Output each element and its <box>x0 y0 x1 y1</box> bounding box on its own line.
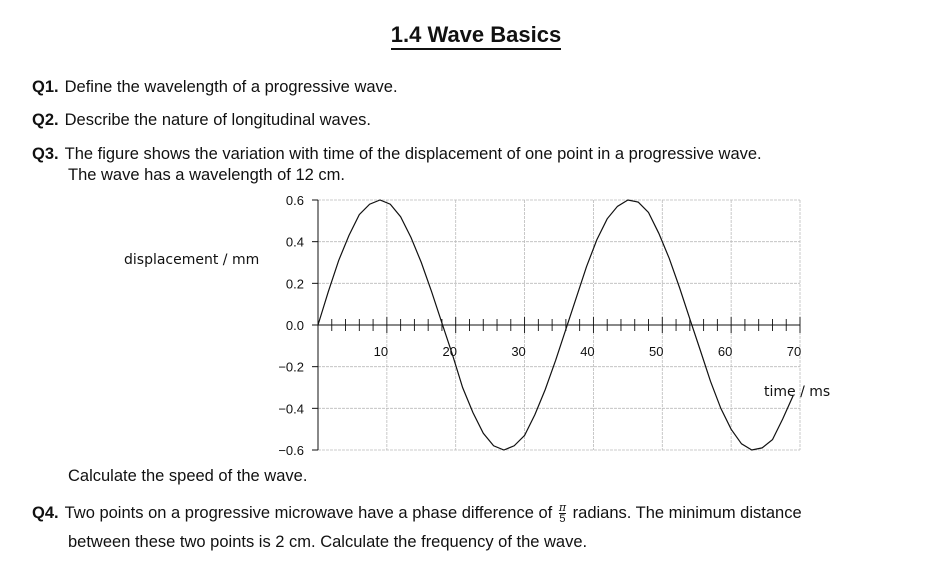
x-tick-label: 30 <box>511 344 525 359</box>
question-number: Q2. <box>32 111 59 129</box>
question-4-line2: between these two points is 2 cm. Calcul… <box>68 533 588 551</box>
y-tick-label: 0.2 <box>286 276 304 291</box>
question-4: Q4. Two points on a progressive microwave… <box>32 501 802 526</box>
x-tick-label: 20 <box>442 344 456 359</box>
question-1: Q1. Define the wavelength of a progressiv… <box>32 76 398 98</box>
question-text: Describe the nature of longitudinal wave… <box>64 111 371 129</box>
x-axis-label: time / ms <box>764 384 831 400</box>
y-tick-label: 0.0 <box>286 318 304 333</box>
question-3: Q3. The figure shows the variation with t… <box>32 143 762 165</box>
y-tick-label: 0.4 <box>286 235 304 250</box>
question-3-instruction: Calculate the speed of the wave. <box>68 467 308 485</box>
question-number: Q4. <box>32 504 59 522</box>
y-tick-label: −0.2 <box>278 360 304 375</box>
x-tick-label: 40 <box>580 344 594 359</box>
y-tick-label: 0.6 <box>286 193 304 208</box>
chart-axes <box>312 199 801 451</box>
question-text: Define the wavelength of a progressive w… <box>64 78 398 96</box>
question-number: Q3. <box>32 145 59 163</box>
x-tick-label: 50 <box>649 344 663 359</box>
question-text-post: radians. The minimum distance <box>572 504 802 522</box>
page-title: 1.4 Wave Basics <box>0 22 952 50</box>
y-tick-label: −0.4 <box>278 401 304 416</box>
question-2: Q2. Describe the nature of longitudinal w… <box>32 109 371 131</box>
displacement-curve <box>317 199 794 451</box>
fraction-denominator: 5 <box>559 513 566 526</box>
y-axis-label: displacement / mm <box>124 252 260 268</box>
y-tick-label: −0.6 <box>278 443 304 458</box>
question-3-line2: The wave has a wavelength of 12 cm. <box>68 166 345 184</box>
x-tick-label: 60 <box>718 344 732 359</box>
question-text: The figure shows the variation with time… <box>64 145 762 163</box>
chart-tick-labels: 0.6 0.4 0.2 0.0 −0.2 −0.4 −0.6 10 20 30 40 50 60 70 <box>278 193 801 458</box>
x-tick-label: 10 <box>374 344 388 359</box>
question-number: Q1. <box>32 78 59 96</box>
question-text-pre: Two points on a progressive microwave ha… <box>64 504 553 522</box>
fraction-numerator: π <box>558 501 567 515</box>
x-tick-label: 70 <box>787 344 801 359</box>
